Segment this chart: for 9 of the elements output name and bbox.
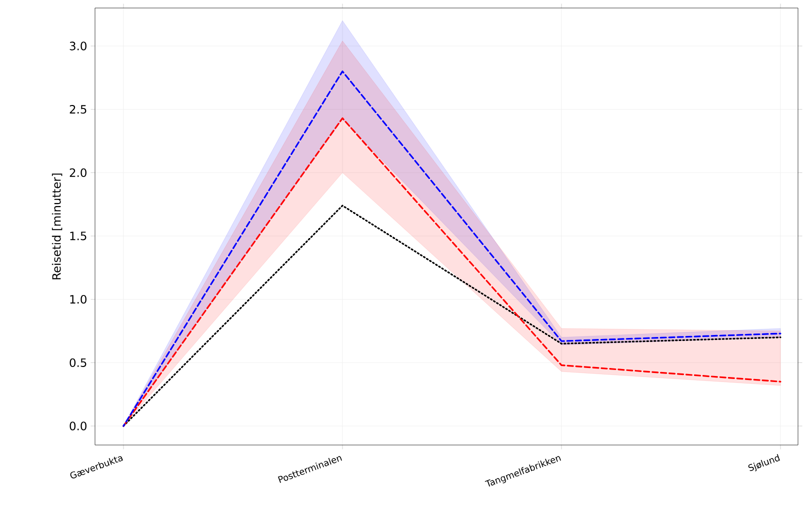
y-tick-label: 2.5 bbox=[70, 105, 86, 114]
y-tick-label: 0.0 bbox=[70, 422, 86, 430]
y-axis-title: Reisetid [minutter] bbox=[52, 174, 62, 280]
y-tick-label: 1.5 bbox=[70, 232, 86, 240]
y-tick-label: 3.0 bbox=[70, 42, 86, 50]
y-tick-label: 2.0 bbox=[70, 168, 86, 177]
line-series bbox=[122, 204, 782, 427]
y-tick-label: 1.0 bbox=[70, 295, 86, 304]
y-tick-label: 0.5 bbox=[70, 358, 86, 367]
